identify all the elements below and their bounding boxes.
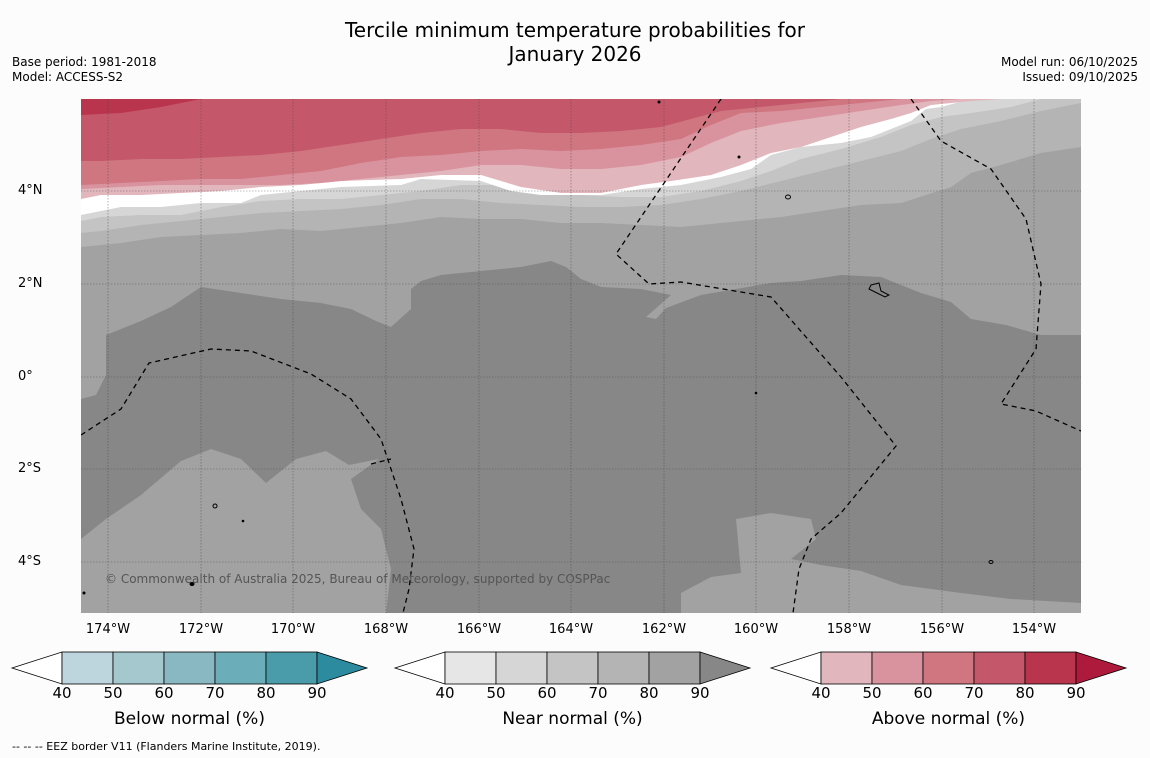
above-normal-80-region bbox=[81, 99, 201, 115]
lat-label-2n: 2°N bbox=[18, 276, 43, 291]
lon-label-166w: 166°W bbox=[456, 622, 502, 637]
title-line-2: January 2026 bbox=[508, 42, 642, 66]
near-normal-colorbar-upper-extension bbox=[699, 651, 752, 685]
below-normal-colorbar-segment bbox=[265, 651, 318, 685]
lon-label-164w: 164°W bbox=[548, 622, 594, 637]
near-normal-tick-label: 70 bbox=[588, 684, 608, 702]
near-normal-colorbar-segment bbox=[444, 651, 497, 685]
copyright-notice: © Commonwealth of Australia 2025, Bureau… bbox=[105, 572, 611, 586]
near-normal-80-region-southwest bbox=[81, 449, 391, 613]
meta-right: Model run: 06/10/2025 Issued: 09/10/2025 bbox=[1001, 55, 1138, 85]
above-normal-colorbar-lower-extension bbox=[769, 651, 822, 685]
above-normal-colorbar-segment bbox=[820, 651, 873, 685]
above-normal-colorbar-upper-extension bbox=[1075, 651, 1128, 685]
issued-date: Issued: 09/10/2025 bbox=[1022, 70, 1138, 84]
above-normal-tick-label: 60 bbox=[913, 684, 933, 702]
lat-label-4n: 4°N bbox=[18, 183, 43, 198]
near-normal-colorbar-title: Near normal (%) bbox=[502, 709, 643, 729]
model-run: Model run: 06/10/2025 bbox=[1000, 55, 1138, 69]
lon-label-158w: 158°W bbox=[826, 622, 872, 637]
near-normal-tick-label: 50 bbox=[486, 684, 506, 702]
lon-label-156w: 156°W bbox=[919, 622, 965, 637]
near-normal-80-region-southeast bbox=[681, 513, 1081, 613]
below-normal-colorbar-segment bbox=[163, 651, 216, 685]
below-normal-colorbar-segment bbox=[61, 651, 114, 685]
above-normal-colorbar-title: Above normal (%) bbox=[871, 709, 1026, 729]
lat-label-0: 0° bbox=[18, 369, 33, 384]
above-normal-colorbar-segment bbox=[1024, 651, 1077, 685]
above-normal-tick-label: 50 bbox=[862, 684, 882, 702]
below-normal-colorbar-lower-extension bbox=[10, 651, 63, 685]
lon-label-162w: 162°W bbox=[641, 622, 687, 637]
islands bbox=[82, 100, 994, 595]
lon-label-172w: 172°W bbox=[178, 622, 224, 637]
below-normal-tick-label: 70 bbox=[205, 684, 225, 702]
below-normal-tick-label: 40 bbox=[52, 684, 72, 702]
eez-footnote: -- -- -- EEZ border V11 (Flanders Marine… bbox=[12, 740, 321, 753]
below-normal-colorbar-segment bbox=[214, 651, 267, 685]
below-normal-tick-label: 90 bbox=[307, 684, 327, 702]
lon-label-168w: 168°W bbox=[363, 622, 409, 637]
near-normal-colorbar bbox=[393, 651, 752, 685]
above-normal-70-region bbox=[81, 99, 841, 161]
colorbars bbox=[10, 651, 1128, 685]
near-normal-colorbar-segment bbox=[546, 651, 599, 685]
model-name: Model: ACCESS-S2 bbox=[12, 70, 124, 84]
below-normal-colorbar-segment bbox=[112, 651, 165, 685]
below-normal-tick-label: 60 bbox=[154, 684, 174, 702]
near-normal-tick-label: 80 bbox=[639, 684, 659, 702]
below-normal-tick-label: 80 bbox=[256, 684, 276, 702]
lon-label-174w: 174°W bbox=[85, 622, 131, 637]
below-normal-colorbar-upper-extension bbox=[316, 651, 369, 685]
near-normal-colorbar-segment bbox=[597, 651, 650, 685]
below-normal-colorbar bbox=[10, 651, 369, 685]
lon-label-170w: 170°W bbox=[270, 622, 316, 637]
above-normal-tick-label: 80 bbox=[1015, 684, 1035, 702]
near-normal-colorbar-segment bbox=[495, 651, 548, 685]
lat-label-2s: 2°S bbox=[18, 461, 42, 476]
above-normal-colorbar-segment bbox=[871, 651, 924, 685]
above-normal-colorbar-segment bbox=[922, 651, 975, 685]
map-title: Tercile minimum temperature probabilitie… bbox=[0, 18, 1150, 66]
title-line-1: Tercile minimum temperature probabilitie… bbox=[344, 18, 806, 42]
above-normal-colorbar-segment bbox=[973, 651, 1026, 685]
near-normal-tick-label: 90 bbox=[690, 684, 710, 702]
base-period: Base period: 1981-2018 bbox=[12, 55, 157, 69]
eez-borders bbox=[81, 99, 1081, 613]
probability-map bbox=[81, 99, 1081, 613]
below-normal-colorbar-title: Below normal (%) bbox=[114, 709, 265, 729]
near-normal-colorbar-lower-extension bbox=[393, 651, 446, 685]
near-normal-tick-label: 40 bbox=[435, 684, 455, 702]
near-normal-colorbar-segment bbox=[648, 651, 701, 685]
above-normal-colorbar bbox=[769, 651, 1128, 685]
above-normal-tick-label: 40 bbox=[811, 684, 831, 702]
above-normal-tick-label: 70 bbox=[964, 684, 984, 702]
below-normal-tick-label: 50 bbox=[103, 684, 123, 702]
lat-label-4s: 4°S bbox=[18, 554, 42, 569]
above-normal-tick-label: 90 bbox=[1066, 684, 1086, 702]
near-normal-tick-label: 60 bbox=[537, 684, 557, 702]
meta-left: Base period: 1981-2018 Model: ACCESS-S2 bbox=[12, 55, 157, 85]
lon-label-160w: 160°W bbox=[733, 622, 779, 637]
lon-label-154w: 154°W bbox=[1011, 622, 1057, 637]
